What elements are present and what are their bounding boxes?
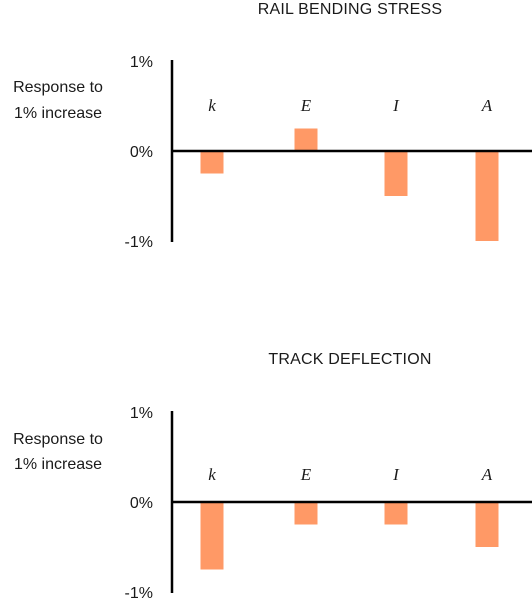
y-axis-label-line-1: Response to	[13, 79, 103, 96]
category-label-I: I	[392, 96, 400, 115]
category-label-k: k	[208, 96, 216, 115]
chart-rail-bending-stress: RAIL BENDING STRESS Response to 1% incre…	[13, 1, 532, 251]
bar-A	[475, 151, 499, 241]
category-label-I: I	[392, 465, 400, 484]
bar-k	[200, 502, 224, 570]
bar-A	[475, 502, 499, 547]
chart-track-deflection: TRACK DEFLECTION Response to 1% increase…	[13, 351, 532, 600]
chart-title: RAIL BENDING STRESS	[258, 1, 443, 18]
y-tick-label: 0%	[130, 144, 153, 161]
category-label-A: A	[481, 96, 493, 115]
y-axis-label-line-1: Response to	[13, 431, 103, 448]
category-label-A: A	[481, 465, 493, 484]
bar-E	[294, 502, 318, 525]
category-label-E: E	[300, 96, 312, 115]
chart-title: TRACK DEFLECTION	[268, 351, 431, 368]
y-tick-label: -1%	[125, 234, 153, 251]
y-axis-label-line-2: 1% increase	[14, 456, 102, 473]
y-tick-label: -1%	[125, 585, 153, 600]
y-tick-label: 1%	[130, 54, 153, 71]
bar-I	[384, 502, 408, 525]
category-label-E: E	[300, 465, 312, 484]
y-tick-label: 0%	[130, 495, 153, 512]
bar-k	[200, 151, 224, 174]
category-label-k: k	[208, 465, 216, 484]
bar-I	[384, 151, 408, 196]
y-tick-label: 1%	[130, 405, 153, 422]
bar-E	[294, 128, 318, 151]
y-axis-label-line-2: 1% increase	[14, 105, 102, 122]
